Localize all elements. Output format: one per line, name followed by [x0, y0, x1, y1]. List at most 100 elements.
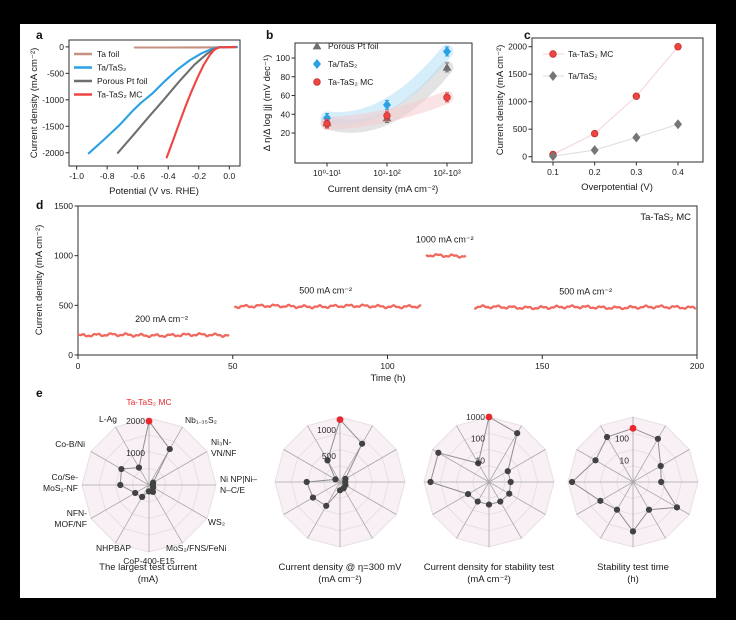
- svg-text:0.2: 0.2: [589, 167, 601, 177]
- svg-text:0: 0: [59, 42, 64, 52]
- radar-4-title-line1: Stability test time: [597, 562, 669, 573]
- svg-text:Ni NP|Ni–: Ni NP|Ni–: [220, 474, 257, 484]
- svg-text:-1500: -1500: [42, 121, 64, 131]
- svg-text:150: 150: [535, 361, 549, 371]
- svg-text:Ta/TaS₂: Ta/TaS₂: [568, 71, 597, 81]
- svg-text:20: 20: [281, 128, 291, 138]
- svg-text:Current density (mA cm⁻²): Current density (mA cm⁻²): [29, 48, 40, 159]
- svg-text:-500: -500: [47, 68, 64, 78]
- svg-text:-1000: -1000: [42, 95, 64, 105]
- svg-text:Current density (mA cm⁻²): Current density (mA cm⁻²): [328, 184, 439, 195]
- svg-text:0: 0: [522, 152, 527, 162]
- radar-1-title: The largest test current (mA): [20, 562, 276, 586]
- svg-text:MoS₂-NF: MoS₂-NF: [43, 483, 78, 493]
- svg-text:1000: 1000: [466, 412, 485, 422]
- svg-text:50: 50: [228, 361, 238, 371]
- svg-text:-0.2: -0.2: [191, 171, 206, 181]
- svg-text:NFN-: NFN-: [67, 508, 87, 518]
- svg-text:500: 500: [59, 300, 73, 310]
- svg-text:2000: 2000: [508, 42, 527, 52]
- svg-text:Porous Pt foil: Porous Pt foil: [328, 41, 379, 51]
- svg-text:100: 100: [615, 434, 629, 444]
- lsv-polarization-chart: -1.0 -0.8 -0.6 -0.4 -0.2 0.0 0 -500 -1000 -1500 -2…: [29, 39, 241, 197]
- svg-text:Ta foil: Ta foil: [97, 49, 119, 59]
- svg-text:1500: 1500: [54, 201, 73, 211]
- radar-3-title: Current density for stability test (mA c…: [389, 562, 589, 586]
- svg-text:Porous Pt foil: Porous Pt foil: [97, 76, 148, 86]
- panel-a-letter: a: [36, 28, 43, 42]
- svg-text:200: 200: [690, 361, 704, 371]
- svg-text:0.3: 0.3: [630, 167, 642, 177]
- svg-text:Ta/TaS₂: Ta/TaS₂: [328, 59, 357, 69]
- svg-text:Co-B/Ni: Co-B/Ni: [55, 439, 85, 449]
- svg-text:Co/Se-: Co/Se-: [52, 472, 79, 482]
- svg-text:Ta-TaS₂ MC: Ta-TaS₂ MC: [640, 212, 691, 223]
- svg-text:10¹-10²: 10¹-10²: [373, 168, 401, 178]
- panel-e-letter: e: [36, 386, 43, 400]
- svg-text:500 mA cm⁻²: 500 mA cm⁻²: [559, 286, 612, 296]
- svg-text:200 mA cm⁻²: 200 mA cm⁻²: [135, 314, 188, 324]
- svg-text:Ta-TaS₂ MC: Ta-TaS₂ MC: [568, 49, 613, 59]
- radar-3-title-line1: Current density for stability test: [423, 562, 555, 573]
- svg-text:80: 80: [281, 72, 291, 82]
- svg-text:Ta/TaS₂: Ta/TaS₂: [97, 63, 126, 73]
- svg-text:500: 500: [322, 451, 336, 461]
- panel-b-letter: b: [266, 28, 274, 42]
- svg-text:-0.4: -0.4: [161, 171, 176, 181]
- svg-text:1500: 1500: [508, 69, 527, 79]
- svg-text:2000: 2000: [126, 416, 145, 426]
- svg-text:500: 500: [513, 124, 527, 134]
- radar-stability-current-density: 10 100 1000: [423, 412, 555, 548]
- svg-text:10: 10: [620, 455, 630, 465]
- radar-3-title-line2: (mA cm⁻²): [467, 574, 511, 585]
- svg-text:0: 0: [76, 361, 81, 371]
- svg-text:-0.8: -0.8: [100, 171, 115, 181]
- panel-c-letter: c: [524, 28, 531, 42]
- svg-text:Overpotential (V): Overpotential (V): [581, 182, 653, 193]
- radar-4-title-line2: (h): [627, 574, 639, 585]
- radar-1-title-line2: (mA): [137, 574, 159, 585]
- stability-time-series-chart: 0 50 100 150 200 0 500 1000 1500 Time (h) Current …: [34, 201, 704, 384]
- svg-text:1000: 1000: [54, 251, 73, 261]
- svg-text:WS₂: WS₂: [208, 517, 225, 527]
- svg-text:Ta-TaS₂ MC: Ta-TaS₂ MC: [97, 90, 142, 100]
- svg-text:60: 60: [281, 91, 291, 101]
- radar-4-title: Stability test time (h): [533, 562, 733, 586]
- svg-text:-1.0: -1.0: [69, 171, 84, 181]
- svg-text:Ta-TaS₂ MC: Ta-TaS₂ MC: [126, 397, 171, 407]
- svg-text:Current density (mA cm⁻²): Current density (mA cm⁻²): [34, 225, 45, 336]
- svg-text:MoS₂/FNS/FeNi: MoS₂/FNS/FeNi: [166, 543, 227, 553]
- svg-text:Nb₁.₃₅S₂: Nb₁.₃₅S₂: [185, 415, 217, 425]
- svg-text:MOF/NF: MOF/NF: [54, 519, 87, 529]
- svg-text:Ta-TaS₂ MC: Ta-TaS₂ MC: [328, 77, 373, 87]
- tafel-slope-chart: 20 40 60 80 100 10⁰-10¹ 10¹-10² 10²-10³ Current …: [262, 41, 473, 195]
- svg-text:100: 100: [380, 361, 394, 371]
- radar-1-title-line1: The largest test current: [99, 562, 197, 573]
- svg-text:0.0: 0.0: [223, 171, 235, 181]
- svg-text:Δ η/Δ log |j| (mV dec⁻¹): Δ η/Δ log |j| (mV dec⁻¹): [262, 55, 273, 152]
- svg-text:0.4: 0.4: [672, 167, 684, 177]
- svg-text:-0.6: -0.6: [130, 171, 145, 181]
- svg-text:10²-10³: 10²-10³: [433, 168, 461, 178]
- svg-text:L-Ag: L-Ag: [99, 414, 117, 424]
- svg-text:-2000: -2000: [42, 148, 64, 158]
- svg-text:1000: 1000: [126, 448, 145, 458]
- svg-text:0.1: 0.1: [547, 167, 559, 177]
- radar-largest-test-current: 1000 2000 Ta-TaS₂ MC Nb₁.₃₅S₂ Ni₃N-VN/NF Ni N…: [43, 397, 257, 566]
- radar-2-title: Current density @ η=300 mV (mA cm⁻²): [240, 562, 440, 586]
- svg-text:NHPBAP: NHPBAP: [96, 543, 131, 553]
- overpotential-current-chart: 0.1 0.2 0.3 0.4 0 500 1000 1500 2000 Overpotentia…: [495, 37, 704, 193]
- radar-2-title-line2: (mA cm⁻²): [318, 574, 362, 585]
- svg-text:0: 0: [68, 350, 73, 360]
- radar-2-title-line1: Current density @ η=300 mV: [278, 562, 402, 573]
- svg-text:CoP-400-E15: CoP-400-E15: [123, 556, 175, 566]
- svg-text:Time (h): Time (h): [370, 373, 405, 384]
- svg-text:VN/NF: VN/NF: [211, 448, 237, 458]
- svg-text:1000 mA cm⁻²: 1000 mA cm⁻²: [416, 235, 474, 245]
- svg-text:Ni₃N-: Ni₃N-: [211, 437, 232, 447]
- svg-text:N–C/E: N–C/E: [220, 485, 245, 495]
- svg-text:500 mA cm⁻²: 500 mA cm⁻²: [299, 285, 352, 295]
- svg-text:10⁰-10¹: 10⁰-10¹: [313, 168, 341, 178]
- radar-stability-test-time: 10 100: [567, 416, 699, 548]
